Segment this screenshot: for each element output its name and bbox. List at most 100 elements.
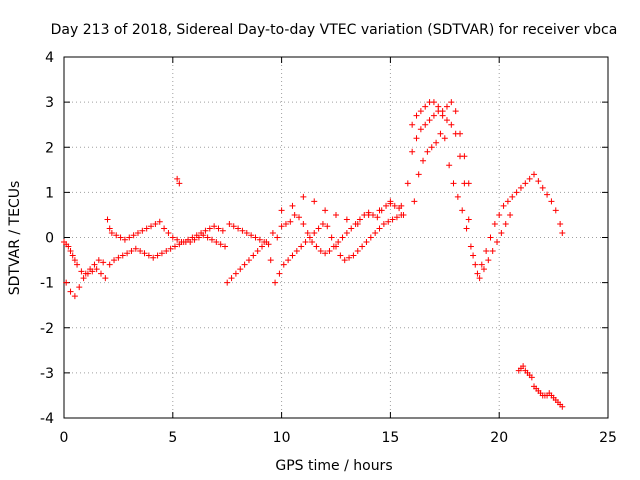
data-point bbox=[489, 248, 496, 255]
data-point bbox=[174, 236, 181, 243]
data-point bbox=[391, 202, 398, 209]
data-point bbox=[498, 229, 505, 236]
data-point bbox=[78, 268, 85, 275]
data-point bbox=[459, 207, 466, 214]
data-point bbox=[374, 214, 381, 221]
data-point bbox=[341, 257, 348, 264]
data-point bbox=[119, 252, 126, 259]
y-axis-label: SDTVAR / TECUs bbox=[7, 181, 23, 296]
data-point bbox=[95, 257, 102, 264]
data-point bbox=[420, 157, 427, 164]
data-point bbox=[322, 207, 329, 214]
data-point bbox=[180, 239, 187, 246]
data-point bbox=[326, 248, 333, 255]
data-point bbox=[167, 245, 174, 252]
x-tick-label: 20 bbox=[490, 430, 508, 446]
data-point bbox=[517, 184, 524, 191]
data-point bbox=[343, 216, 350, 223]
data-point bbox=[507, 211, 514, 218]
data-point bbox=[143, 225, 150, 232]
data-point bbox=[156, 218, 163, 225]
data-point bbox=[163, 248, 170, 255]
data-point bbox=[389, 216, 396, 223]
data-point bbox=[526, 175, 533, 182]
data-point bbox=[365, 211, 372, 218]
data-point bbox=[280, 261, 287, 268]
data-point bbox=[148, 223, 155, 230]
data-point bbox=[67, 248, 74, 255]
data-point bbox=[198, 229, 205, 236]
data-point bbox=[222, 243, 229, 250]
data-point bbox=[430, 112, 437, 119]
data-point bbox=[176, 180, 183, 187]
data-point bbox=[152, 220, 159, 227]
data-point bbox=[463, 225, 470, 232]
data-point bbox=[302, 239, 309, 246]
x-axis-label: GPS time / hours bbox=[275, 458, 392, 474]
data-point bbox=[287, 218, 294, 225]
data-point bbox=[69, 252, 76, 259]
data-point bbox=[480, 266, 487, 273]
data-point bbox=[304, 229, 311, 236]
data-point bbox=[372, 229, 379, 236]
data-point bbox=[437, 130, 444, 137]
y-tick-label: -1 bbox=[40, 276, 54, 292]
data-point bbox=[84, 270, 91, 277]
data-point bbox=[232, 270, 239, 277]
data-point bbox=[224, 279, 231, 286]
data-point bbox=[367, 234, 374, 241]
data-point bbox=[126, 234, 133, 241]
data-point bbox=[483, 248, 490, 255]
data-point bbox=[285, 257, 292, 264]
data-point bbox=[376, 225, 383, 232]
data-point bbox=[165, 229, 172, 236]
data-point bbox=[97, 270, 104, 277]
data-point bbox=[348, 225, 355, 232]
data-point bbox=[398, 211, 405, 218]
data-point bbox=[446, 162, 453, 169]
data-point bbox=[472, 261, 479, 268]
data-point bbox=[256, 236, 263, 243]
data-point bbox=[317, 248, 324, 255]
y-tick-label: 0 bbox=[45, 231, 54, 247]
data-points bbox=[61, 99, 566, 410]
data-point bbox=[474, 270, 481, 277]
data-point bbox=[393, 214, 400, 221]
data-point bbox=[289, 202, 296, 209]
data-point bbox=[150, 254, 157, 261]
y-tick-label: 4 bbox=[45, 50, 54, 66]
data-point bbox=[417, 108, 424, 115]
data-point bbox=[315, 225, 322, 232]
data-point bbox=[208, 236, 215, 243]
chart-title: Day 213 of 2018, Sidereal Day-to-day VTE… bbox=[51, 22, 618, 38]
data-point bbox=[169, 234, 176, 241]
data-point bbox=[417, 126, 424, 133]
data-point bbox=[291, 211, 298, 218]
data-point bbox=[461, 153, 468, 160]
data-point bbox=[108, 229, 115, 236]
data-point bbox=[528, 374, 535, 381]
data-point bbox=[485, 257, 492, 264]
data-point bbox=[158, 250, 165, 257]
data-point bbox=[491, 220, 498, 227]
data-point bbox=[102, 275, 109, 282]
data-point bbox=[189, 234, 196, 241]
data-point bbox=[300, 193, 307, 200]
data-point bbox=[559, 403, 566, 410]
data-point bbox=[106, 225, 113, 232]
data-point bbox=[71, 293, 78, 300]
data-point bbox=[71, 257, 78, 264]
data-point bbox=[494, 239, 501, 246]
data-point bbox=[559, 229, 566, 236]
data-point bbox=[385, 218, 392, 225]
data-point bbox=[80, 275, 87, 282]
data-point bbox=[254, 248, 261, 255]
data-point bbox=[241, 261, 248, 268]
data-point bbox=[422, 121, 429, 128]
x-tick-label: 5 bbox=[168, 430, 177, 446]
data-point bbox=[356, 216, 363, 223]
data-point bbox=[309, 239, 316, 246]
data-point bbox=[359, 243, 366, 250]
data-point bbox=[65, 243, 72, 250]
data-point bbox=[219, 227, 226, 234]
